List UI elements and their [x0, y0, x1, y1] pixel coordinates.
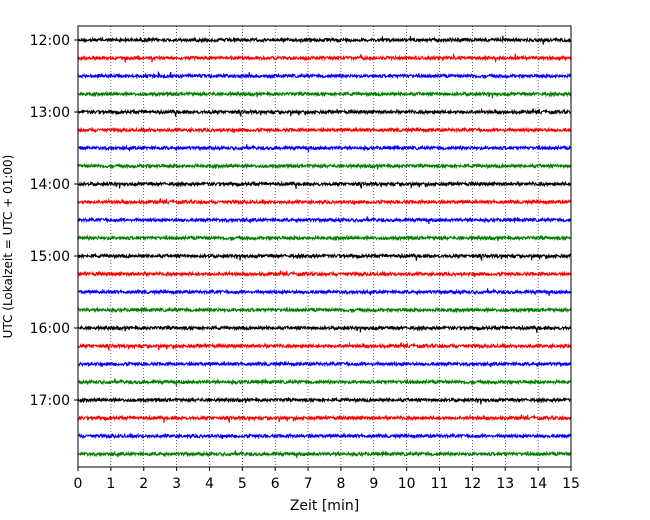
y-axis-ticks: 12:00 13:00 14:00 15:00 16:00 17:00 [30, 33, 78, 409]
x-tick-label: 3 [172, 476, 181, 492]
trace-line [77, 162, 572, 170]
y-tick-label: 17:00 [30, 393, 70, 409]
x-tick-label: 13 [496, 476, 514, 492]
trace-line [77, 341, 572, 351]
x-tick-label: 9 [369, 476, 378, 492]
y-tick-label: 16:00 [30, 321, 70, 337]
x-tick-label: 6 [271, 476, 280, 492]
x-tick-label: 4 [205, 476, 214, 492]
y-tick-label: 13:00 [30, 105, 70, 121]
trace-line [77, 126, 572, 134]
trace-line [77, 53, 572, 63]
trace-line [77, 90, 572, 99]
x-tick-label: 8 [336, 476, 345, 492]
trace-line [77, 35, 571, 45]
trace-line [77, 269, 572, 278]
trace-line [77, 432, 572, 440]
x-tick-label: 12 [463, 476, 481, 492]
x-tick-label: 10 [398, 476, 416, 492]
trace-line [77, 180, 572, 189]
y-tick-label: 15:00 [30, 249, 70, 265]
x-axis-ticks: 0 1 2 3 4 5 6 7 8 9 10 11 12 13 14 15 [74, 467, 580, 492]
x-axis-label: Zeit [min] [290, 498, 359, 514]
trace-line [77, 144, 572, 153]
trace-line [77, 450, 572, 459]
trace-line [77, 360, 572, 368]
x-tick-label: 0 [74, 476, 83, 492]
x-tick-label: 14 [529, 476, 547, 492]
x-tick-label: 15 [562, 476, 580, 492]
trace-group [77, 35, 572, 459]
x-tick-label: 2 [139, 476, 148, 492]
y-tick-label: 14:00 [30, 177, 70, 193]
trace-line [77, 252, 572, 261]
x-tick-label: 5 [238, 476, 247, 492]
x-tick-label: 11 [431, 476, 449, 492]
trace-line [77, 324, 572, 333]
trace-line [77, 71, 572, 80]
trace-line [77, 413, 572, 423]
x-tick-label: 7 [304, 476, 313, 492]
trace-line [77, 288, 572, 297]
trace-line [77, 234, 572, 242]
trace-line [77, 306, 571, 314]
y-tick-label: 12:00 [30, 33, 70, 49]
y-axis-label: UTC (Lokalzeit = UTC + 01:00) [1, 155, 15, 339]
plot-frame [77, 25, 572, 468]
trace-line [77, 107, 572, 117]
trace-line [77, 378, 572, 387]
x-tick-label: 1 [106, 476, 115, 492]
trace-line [77, 197, 572, 206]
trace-line [77, 396, 572, 405]
trace-line [77, 216, 572, 225]
